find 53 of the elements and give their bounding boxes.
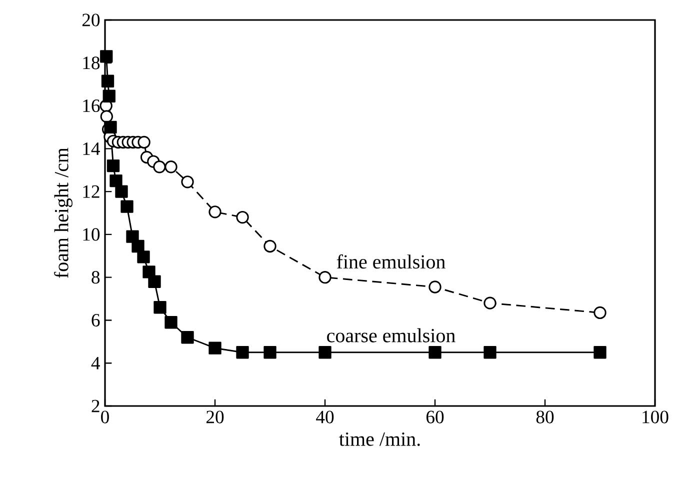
point bbox=[148, 275, 161, 288]
point bbox=[101, 74, 114, 88]
point bbox=[428, 346, 442, 359]
point bbox=[164, 160, 178, 174]
point bbox=[208, 206, 222, 218]
x-tick-label: 40 bbox=[316, 410, 334, 424]
series-label: coarse emulsion bbox=[327, 328, 456, 342]
point bbox=[318, 346, 332, 359]
y-tick-label: 4 bbox=[91, 356, 100, 370]
point bbox=[132, 240, 144, 253]
x-axis-title: time /min. bbox=[339, 432, 420, 446]
y-tick-label: 14 bbox=[83, 142, 100, 155]
point bbox=[102, 90, 116, 102]
y-tick-label: 6 bbox=[92, 314, 100, 326]
point bbox=[110, 174, 122, 188]
y-tick-label: 20 bbox=[82, 14, 100, 26]
point bbox=[100, 50, 113, 63]
y-tick-label: 16 bbox=[83, 100, 100, 112]
point bbox=[236, 210, 249, 224]
y-tick-label: 10 bbox=[83, 228, 100, 241]
point bbox=[138, 136, 150, 149]
point bbox=[594, 306, 606, 320]
x-tick-label: 20 bbox=[206, 410, 224, 424]
point bbox=[106, 159, 120, 172]
point bbox=[236, 346, 249, 359]
point bbox=[164, 316, 178, 329]
point bbox=[137, 250, 150, 264]
point bbox=[318, 270, 332, 284]
point bbox=[594, 346, 606, 359]
y-tick-label: 2 bbox=[92, 400, 100, 412]
point bbox=[428, 280, 442, 294]
x-tick-label: 80 bbox=[536, 410, 554, 424]
point bbox=[208, 342, 222, 354]
point bbox=[181, 176, 194, 188]
y-tick-label: 18 bbox=[83, 56, 100, 70]
series-label: fine emulsion bbox=[336, 254, 446, 269]
x-tick-label: 60 bbox=[426, 410, 444, 424]
x-tick-label: 0 bbox=[101, 410, 109, 424]
y-axis-title: foam height /cm bbox=[54, 148, 72, 278]
point bbox=[484, 296, 496, 310]
point bbox=[264, 240, 276, 253]
x-tick-label: 100 bbox=[642, 410, 668, 424]
point bbox=[115, 185, 128, 198]
point bbox=[484, 346, 496, 359]
point bbox=[181, 331, 194, 344]
point bbox=[100, 110, 113, 123]
point bbox=[104, 120, 117, 134]
y-tick-label: 8 bbox=[92, 271, 100, 284]
point bbox=[153, 160, 166, 174]
point bbox=[120, 200, 134, 213]
y-tick-label: 12 bbox=[83, 185, 100, 198]
point bbox=[264, 346, 276, 359]
point bbox=[154, 301, 166, 314]
